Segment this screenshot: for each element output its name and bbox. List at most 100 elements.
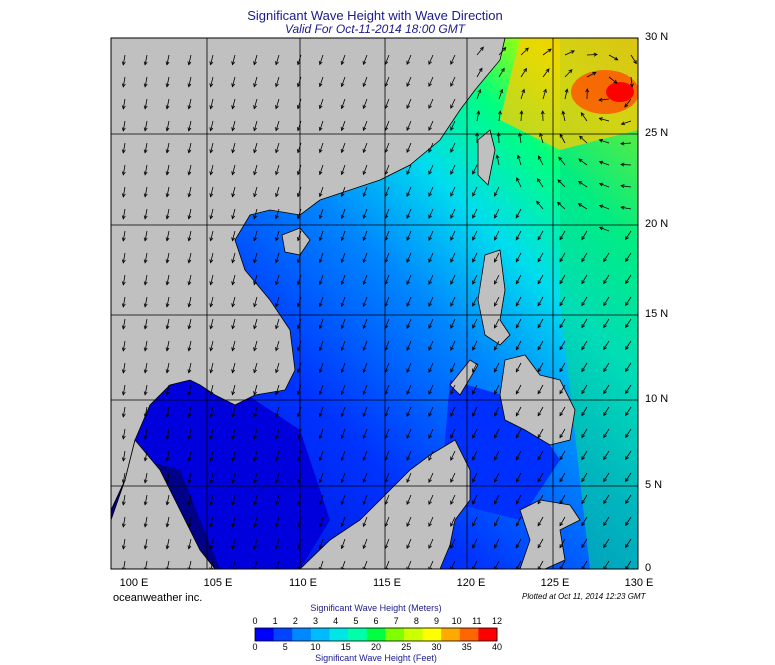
direction-arrow — [581, 406, 588, 416]
direction-arrow — [166, 252, 170, 263]
direction-arrowhead — [406, 368, 411, 374]
direction-arrow — [450, 252, 456, 263]
direction-arrow — [341, 384, 346, 395]
direction-arrowhead — [384, 280, 389, 286]
direction-arrowhead — [231, 435, 236, 440]
direction-arrowhead — [209, 523, 214, 528]
direction-arrowhead — [537, 346, 542, 351]
direction-arrow — [450, 186, 456, 197]
direction-arrowhead — [362, 126, 367, 132]
direction-arrowhead — [603, 411, 607, 417]
direction-arrow — [341, 428, 346, 439]
direction-arrowhead — [494, 456, 498, 461]
direction-arrow — [363, 186, 368, 197]
direction-arrow — [188, 120, 192, 131]
direction-arrow — [537, 252, 544, 262]
direction-arrowhead — [231, 303, 236, 308]
direction-arrow — [625, 252, 632, 262]
direction-arrowhead — [209, 237, 214, 242]
direction-arrow — [188, 406, 192, 417]
direction-arrow — [559, 560, 566, 569]
direction-arrowhead — [296, 236, 301, 242]
direction-arrow — [450, 208, 456, 219]
direction-arrow — [406, 296, 412, 307]
direction-arrow — [450, 274, 456, 285]
direction-arrow — [297, 120, 302, 131]
direction-arrow — [253, 164, 258, 175]
direction-arrowhead — [143, 127, 148, 132]
direction-arrowhead — [143, 83, 148, 88]
direction-arrowhead — [384, 478, 389, 484]
direction-arrow — [232, 362, 236, 373]
direction-arrowhead — [625, 499, 629, 505]
direction-arrow — [210, 120, 214, 131]
direction-arrowhead — [121, 259, 126, 264]
direction-arrow — [122, 362, 126, 373]
direction-arrow — [166, 142, 170, 153]
direction-arrow — [341, 450, 346, 461]
direction-arrowhead — [494, 522, 498, 527]
direction-arrow — [297, 450, 302, 461]
direction-arrowhead — [209, 501, 214, 506]
direction-arrow — [341, 230, 346, 241]
colorbar-tick-meters: 11 — [472, 616, 482, 626]
direction-arrowhead — [165, 193, 170, 198]
direction-arrowhead — [143, 325, 148, 330]
direction-arrowhead — [581, 280, 586, 285]
direction-arrowhead — [559, 324, 564, 329]
direction-arrow — [166, 230, 170, 241]
direction-arrowhead — [472, 434, 476, 439]
direction-arrow — [450, 318, 456, 329]
direction-arrow — [406, 274, 412, 285]
direction-arrow — [122, 428, 126, 439]
colorbar-segment — [478, 628, 498, 641]
direction-arrowhead — [494, 500, 498, 505]
direction-arrowhead — [516, 154, 521, 160]
direction-arrow — [166, 428, 170, 439]
direction-arrow — [586, 72, 597, 78]
direction-arrowhead — [556, 201, 562, 206]
direction-arrowhead — [121, 479, 126, 484]
direction-arrow — [188, 54, 192, 65]
direction-arrow — [144, 494, 148, 505]
direction-arrow — [297, 406, 302, 417]
direction-arrow — [122, 186, 126, 197]
direction-arrowhead — [625, 301, 629, 307]
direction-arrow — [166, 472, 170, 483]
direction-arrow — [319, 516, 324, 527]
direction-arrowhead — [143, 347, 148, 352]
direction-arrow — [450, 384, 456, 395]
direction-arrowhead — [340, 192, 345, 198]
direction-arrow — [188, 428, 192, 439]
direction-arrowhead — [559, 133, 564, 138]
direction-arrowhead — [603, 323, 607, 329]
direction-arrow — [625, 560, 632, 569]
direction-arrowhead — [253, 127, 257, 132]
direction-arrowhead — [275, 149, 279, 154]
direction-arrowhead — [165, 391, 170, 396]
direction-arrow — [188, 318, 192, 329]
direction-arrow — [578, 203, 588, 210]
direction-arrowhead — [253, 457, 257, 462]
direction-arrowhead — [384, 104, 389, 110]
direction-arrow — [559, 450, 566, 460]
direction-arrowhead — [581, 522, 586, 527]
direction-arrowhead — [362, 478, 367, 484]
direction-arrow — [620, 142, 632, 145]
direction-arrow — [520, 110, 523, 122]
direction-arrowhead — [384, 434, 389, 440]
direction-arrow — [341, 362, 346, 373]
direction-arrowhead — [187, 281, 192, 286]
direction-arrow — [210, 296, 214, 307]
direction-arrowhead — [450, 60, 454, 65]
direction-arrowhead — [231, 413, 236, 418]
direction-arrow — [498, 68, 505, 78]
direction-arrow — [603, 318, 610, 328]
direction-arrow — [319, 230, 324, 241]
direction-arrow — [232, 142, 236, 153]
direction-arrow — [232, 252, 236, 263]
direction-arrowhead — [581, 324, 586, 329]
direction-arrow — [253, 274, 258, 285]
colorbar-tick-feet: 0 — [252, 642, 258, 652]
direction-arrow — [232, 494, 236, 505]
